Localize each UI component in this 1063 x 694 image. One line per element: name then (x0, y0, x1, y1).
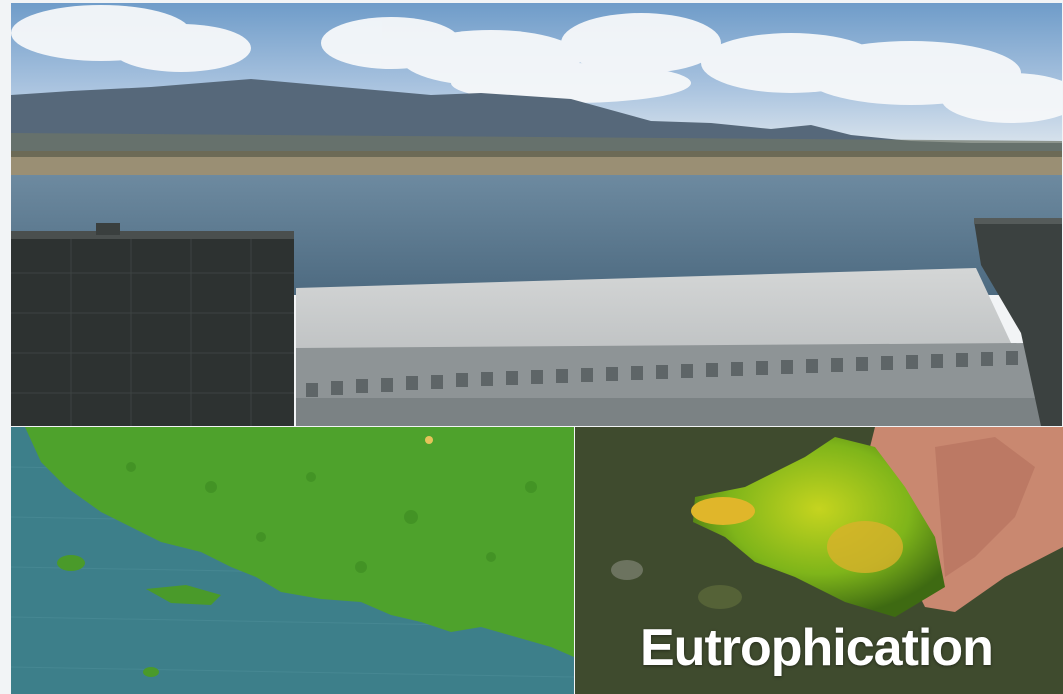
hyacinth-mat (25, 427, 574, 657)
right-tower (974, 221, 1062, 426)
dam-photo (11, 3, 1062, 426)
hyacinth-photo (11, 427, 574, 694)
algae-photo (575, 427, 1063, 694)
eutrophication-caption: Eutrophication (640, 619, 994, 677)
left-tower (11, 235, 294, 426)
spillway-blocks (306, 351, 1018, 397)
clouds (11, 5, 1062, 123)
algae-bloom (693, 437, 945, 617)
